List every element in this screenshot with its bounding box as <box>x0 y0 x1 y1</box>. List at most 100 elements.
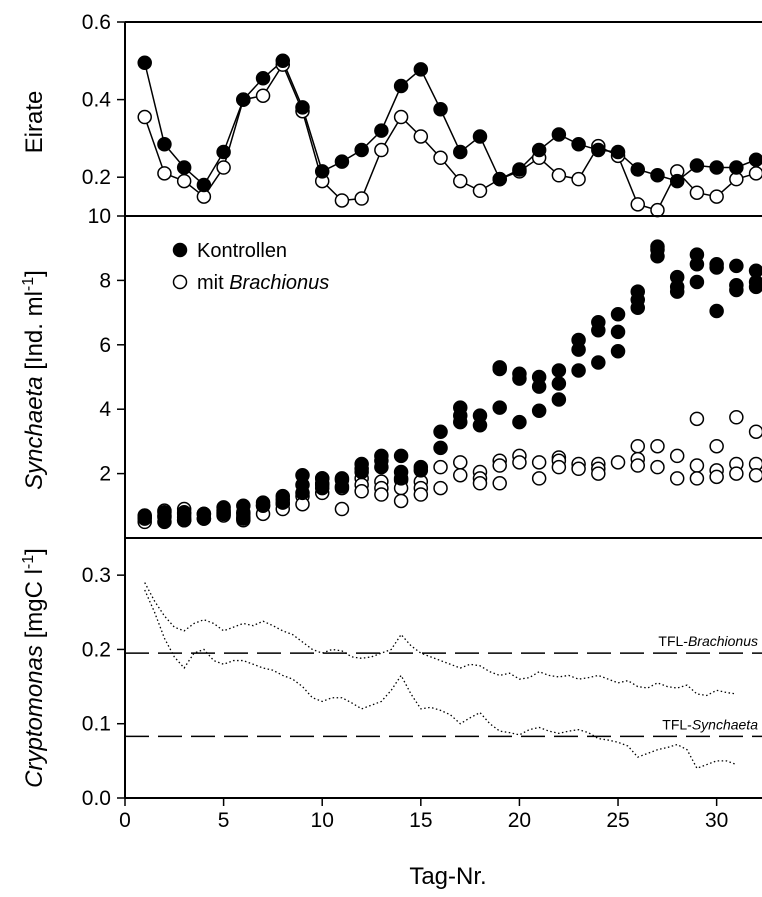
mid-point-brachionus <box>689 411 705 427</box>
top-point-brachionus <box>137 109 152 125</box>
mid-point-kontrollen <box>236 511 251 526</box>
mid-point-kontrollen <box>334 479 350 494</box>
legend-label-brachionus-species: Brachionus <box>229 272 329 294</box>
mid-point-kontrollen <box>433 440 448 456</box>
x-tick-label: 30 <box>705 809 728 832</box>
top-point-brachionus <box>176 173 192 189</box>
mid-point-brachionus <box>393 493 409 509</box>
top-point-kontrollen <box>512 162 527 177</box>
top-point-kontrollen <box>591 142 606 158</box>
mid-point-kontrollen <box>551 392 567 407</box>
mid-point-brachionus <box>512 455 527 470</box>
top-point-kontrollen <box>492 171 507 187</box>
mid-point-brachionus <box>453 455 468 470</box>
threshold-label-species: Synchaeta <box>692 716 758 732</box>
mid-point-brachionus <box>650 459 665 475</box>
top-point-kontrollen <box>314 164 330 179</box>
top-point-brachionus <box>571 171 586 187</box>
mid-point-kontrollen <box>275 495 291 510</box>
mid-point-kontrollen <box>571 342 586 357</box>
top-point-kontrollen <box>551 127 567 142</box>
top-point-kontrollen <box>630 162 646 177</box>
y-tick-label: 2 <box>99 463 111 486</box>
mid-point-kontrollen <box>729 258 744 274</box>
legend: Kontrollen mit Brachionus <box>172 240 329 294</box>
top-point-kontrollen <box>709 160 724 175</box>
mid-point-brachionus <box>571 461 586 477</box>
top-point-kontrollen <box>610 144 626 160</box>
top-point-brachionus <box>216 160 231 175</box>
legend-marker-kontrollen <box>172 242 188 258</box>
top-point-brachionus <box>255 88 271 103</box>
mid-point-kontrollen <box>531 379 547 394</box>
threshold-label-0: TFL-Brachionus <box>658 633 758 649</box>
mid-point-brachionus <box>630 438 646 454</box>
x-tick-label: 10 <box>311 809 334 832</box>
mid-point-kontrollen <box>137 511 152 526</box>
mid-point-brachionus <box>729 466 744 481</box>
top-point-brachionus <box>551 168 567 183</box>
legend-label-kontrollen: Kontrollen <box>197 240 287 262</box>
x-tick-label: 20 <box>508 809 531 832</box>
top-point-kontrollen <box>137 55 152 70</box>
top-point-brachionus <box>334 193 350 208</box>
bottom-ylabel-unit: [mgC l <box>21 569 48 645</box>
top-point-kontrollen <box>472 129 488 144</box>
top-point-kontrollen <box>275 53 291 69</box>
top-point-brachionus <box>354 191 369 206</box>
mid-point-kontrollen <box>413 463 429 478</box>
y-tick-label: 0.1 <box>82 713 111 736</box>
legend-marker-brachionus <box>172 274 188 290</box>
top-panel: 0.2 0.4 0.6 Eirate <box>21 11 762 218</box>
top-point-kontrollen <box>354 142 369 158</box>
bottom-y-axis-label: Cryptomonas [mgC l-1] <box>20 548 48 788</box>
top-point-kontrollen <box>255 71 271 86</box>
mid-point-brachionus <box>531 455 547 470</box>
mid-point-brachionus <box>433 459 448 475</box>
mid-point-kontrollen <box>157 514 172 530</box>
legend-label-brachionus-prefix: mit <box>197 272 229 294</box>
top-point-brachionus <box>453 173 468 189</box>
x-tick-label: 5 <box>218 809 230 832</box>
y-tick-label: 0.0 <box>82 787 111 810</box>
mid-point-kontrollen <box>314 480 330 496</box>
top-point-brachionus <box>157 166 172 181</box>
mid-point-kontrollen <box>610 306 626 322</box>
x-axis-label: Tag-Nr. <box>409 863 486 890</box>
mid-point-kontrollen <box>610 343 626 359</box>
mid-point-kontrollen <box>551 363 567 378</box>
threshold-label-1: TFL-Synchaeta <box>662 716 758 732</box>
top-point-kontrollen <box>334 154 350 169</box>
mid-point-kontrollen <box>354 464 369 480</box>
middle-ylabel-unit: [Ind. ml <box>21 291 48 376</box>
mid-point-kontrollen <box>374 459 389 475</box>
mid-point-kontrollen <box>512 371 527 386</box>
mid-point-kontrollen <box>571 363 586 378</box>
top-point-kontrollen <box>216 144 231 160</box>
mid-point-brachionus <box>689 458 705 473</box>
mid-point-kontrollen <box>393 471 409 486</box>
mid-point-kontrollen <box>196 511 212 526</box>
y-tick-label: 4 <box>99 398 111 421</box>
mid-point-brachionus <box>531 471 547 486</box>
middle-ylabel-species: Synchaeta <box>21 376 48 489</box>
mid-point-brachionus <box>334 501 350 517</box>
top-y-axis-label: Eirate <box>21 91 48 154</box>
mid-point-brachionus <box>669 471 685 486</box>
top-point-kontrollen <box>374 123 389 138</box>
mid-point-brachionus <box>374 487 389 502</box>
mid-point-kontrollen <box>630 300 646 316</box>
mid-point-brachionus <box>748 424 762 439</box>
mid-point-brachionus <box>492 476 507 491</box>
top-point-kontrollen <box>393 78 409 94</box>
middle-y-axis-label: Synchaeta [Ind. ml-1] <box>20 270 48 490</box>
top-point-kontrollen <box>729 160 744 175</box>
cryptomonas-series-1 <box>144 589 737 770</box>
top-point-kontrollen <box>531 142 547 158</box>
middle-ylabel-exponent: -1 <box>20 277 37 291</box>
mid-point-kontrollen <box>531 403 547 419</box>
mid-point-kontrollen <box>610 324 626 340</box>
top-point-brachionus <box>433 150 448 166</box>
